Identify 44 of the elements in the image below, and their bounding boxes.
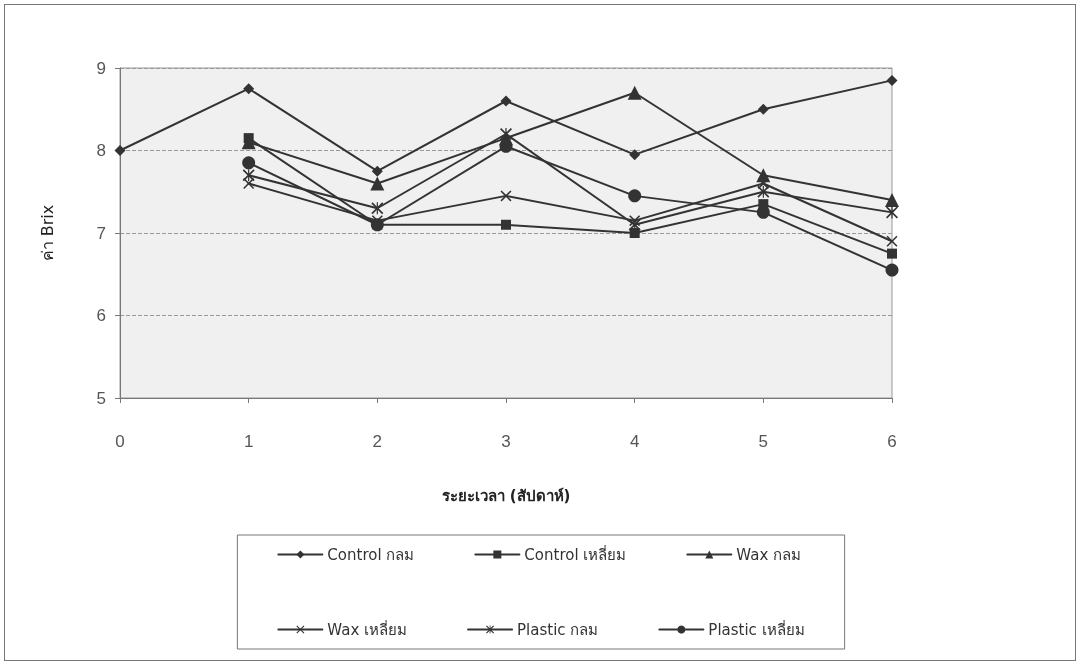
x-tick-label: 0 [115, 432, 125, 451]
y-axis-title: ค่า Brix [37, 204, 57, 262]
point [757, 185, 770, 198]
point [886, 206, 898, 219]
point [757, 103, 769, 115]
y-tick-label: 9 [96, 58, 106, 78]
point [886, 235, 898, 247]
x-tick-label: 2 [372, 432, 383, 451]
point [886, 74, 898, 86]
point [628, 218, 641, 231]
y-tick-label: 8 [96, 141, 106, 160]
point [627, 85, 642, 100]
legend-label: Wax เหลี่ยม [327, 618, 408, 639]
y-tick-label: 5 [96, 388, 106, 408]
point [242, 169, 255, 182]
point [500, 128, 512, 140]
legend-label: Control เหลี่ยม [524, 543, 627, 564]
point [629, 149, 641, 161]
point [501, 219, 511, 230]
point [243, 83, 255, 95]
legend-label: Plastic เหลี่ยม [708, 618, 805, 639]
point [628, 189, 642, 203]
point [756, 205, 770, 219]
point [500, 190, 512, 202]
x-axis-title: ระยะเวลา (สัปดาห์) [441, 486, 571, 505]
y-tick-label: 6 [96, 306, 106, 325]
x-tick-label: 5 [758, 432, 769, 451]
point [885, 263, 899, 277]
y-tick-label: 7 [96, 223, 106, 243]
point [242, 156, 256, 170]
point [885, 193, 899, 207]
legend-label: Wax กลม [736, 545, 802, 564]
point [887, 248, 897, 259]
point [371, 202, 384, 215]
point [114, 145, 126, 156]
legend-label: Control กลม [327, 545, 415, 564]
point [370, 176, 385, 191]
legend-label: Plastic กลม [517, 620, 599, 639]
x-tick-label: 6 [887, 432, 897, 451]
x-tick-label: 3 [501, 432, 511, 451]
x-tick-label: 1 [243, 432, 254, 451]
point [500, 95, 512, 107]
x-tick-label: 4 [629, 432, 640, 451]
point [371, 165, 383, 177]
